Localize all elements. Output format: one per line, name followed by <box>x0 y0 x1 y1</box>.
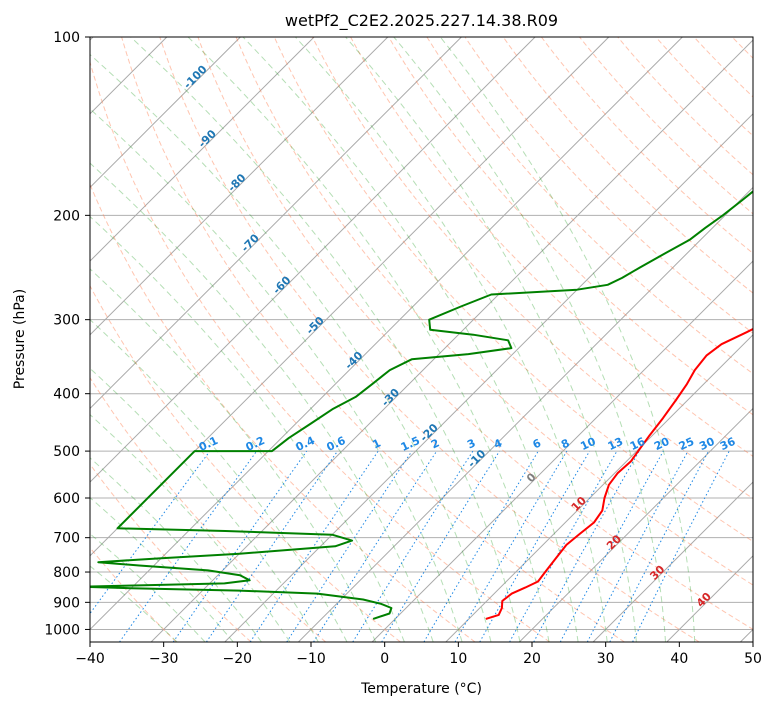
moist-adiabat <box>90 268 377 642</box>
mixing-ratio-line <box>533 450 640 642</box>
dry-adiabat <box>90 183 476 642</box>
skewed-isotherm <box>90 37 610 557</box>
mixing-ratio-line <box>559 450 664 642</box>
mixing-ratio-label: 16 <box>628 435 648 453</box>
moist-adiabat <box>295 37 608 642</box>
mixing-ratio-label: 25 <box>677 435 696 453</box>
x-tick-label: 30 <box>597 651 615 667</box>
dry-adiabat <box>464 37 753 334</box>
skewed-isotherm <box>90 37 315 262</box>
dry-adiabat <box>350 37 753 457</box>
y-tick-label: 1000 <box>44 622 80 638</box>
moist-adiabat <box>90 318 348 642</box>
plot-frame <box>89 36 754 643</box>
mixing-ratio-label: 36 <box>718 435 738 453</box>
dry-adiabat <box>770 37 775 642</box>
axis-ticks: −40 −30 −20 −10 0 10 20 30 40 50 100 200 300 400 500 60… <box>44 30 762 667</box>
background-lines <box>90 37 775 642</box>
plot-background <box>90 37 753 642</box>
dry-adiabat <box>426 37 753 375</box>
chart-title: wetPf2_C2E2.2025.227.14.38.R09 <box>285 11 558 31</box>
mixing-ratio-label: 20 <box>652 435 672 453</box>
skewed-isotherm <box>90 37 683 631</box>
y-tick-label: 400 <box>53 387 80 403</box>
moist-adiabat <box>187 37 550 642</box>
moist-adiabat <box>90 215 405 642</box>
x-tick-label: 0 <box>380 651 389 667</box>
dry-adiabat <box>121 37 625 642</box>
dry-adiabat <box>579 37 753 215</box>
dry-adiabat <box>90 284 401 642</box>
x-axis-title: Temperature (°C) <box>360 681 482 697</box>
moist-adiabat <box>439 37 696 642</box>
y-tick-label: 700 <box>53 531 80 547</box>
mixing-ratio-line <box>381 450 500 642</box>
moist-adiabat <box>90 108 463 642</box>
y-tick-label: 800 <box>53 565 80 581</box>
dry-adiabat <box>197 37 753 630</box>
mixing-ratio-line <box>205 450 338 642</box>
mixing-ratio-line <box>119 450 258 642</box>
moist-adiabat <box>242 37 579 642</box>
dry-adiabat <box>273 37 753 543</box>
skewed-isotherm <box>519 407 753 642</box>
x-tick-label: −30 <box>149 651 179 667</box>
x-tick-label: 20 <box>523 651 541 667</box>
skewed-isotherm <box>298 186 753 642</box>
skewed-isotherm <box>90 37 462 410</box>
moist-adiabat <box>345 37 637 642</box>
profiles <box>90 190 753 620</box>
y-tick-label: 600 <box>53 491 80 507</box>
y-tick-label: 300 <box>53 313 80 329</box>
mixing-ratio-line <box>313 450 438 642</box>
moist-adiabat <box>90 367 319 642</box>
skewed-isotherm <box>90 37 241 189</box>
dry-adiabat <box>90 60 551 642</box>
moist-adiabat <box>90 162 434 642</box>
skewed-isotherm <box>445 334 753 642</box>
mixing-ratio-label: 10 <box>578 435 598 453</box>
x-tick-label: 40 <box>670 651 688 667</box>
mixing-ratio-label: 30 <box>697 435 717 453</box>
skewed-isotherm <box>371 260 753 642</box>
skewed-isotherm <box>90 37 536 483</box>
dry-adiabat <box>311 37 753 500</box>
dry-adiabat <box>541 37 753 254</box>
dry-adiabat <box>235 37 753 586</box>
y-tick-label: 500 <box>53 444 80 460</box>
moist-adiabat <box>393 37 666 642</box>
mixing-ratio-line <box>172 450 308 642</box>
skewed-isotherm <box>90 37 389 336</box>
mixing-ratio-line <box>249 450 379 642</box>
x-tick-label: 50 <box>744 651 762 667</box>
x-tick-label: 10 <box>449 651 467 667</box>
temperature-profile <box>485 327 753 620</box>
y-axis-title: Pressure (hPa) <box>12 289 28 389</box>
x-tick-label: −10 <box>296 651 326 667</box>
y-tick-label: 200 <box>53 208 80 224</box>
dry-adiabat <box>90 376 327 642</box>
dry-adiabat <box>159 37 700 642</box>
y-tick-label: 100 <box>53 30 80 46</box>
dry-adiabat <box>388 37 753 416</box>
moist-adiabat <box>90 53 492 642</box>
skewed-isotherm <box>224 113 753 642</box>
mixing-ratio-line <box>632 450 730 642</box>
dewpoint-profile <box>90 190 753 620</box>
x-tick-label: −40 <box>75 651 105 667</box>
y-tick-label: 900 <box>53 595 80 611</box>
moist-adiabat <box>90 457 262 642</box>
skewed-isotherm <box>150 39 753 642</box>
mixing-ratio-line <box>286 450 413 642</box>
skewed-isotherm <box>592 481 753 642</box>
moist-adiabat <box>130 37 521 642</box>
x-tick-label: −20 <box>223 651 253 667</box>
mixing-ratio-label: 13 <box>606 435 625 453</box>
